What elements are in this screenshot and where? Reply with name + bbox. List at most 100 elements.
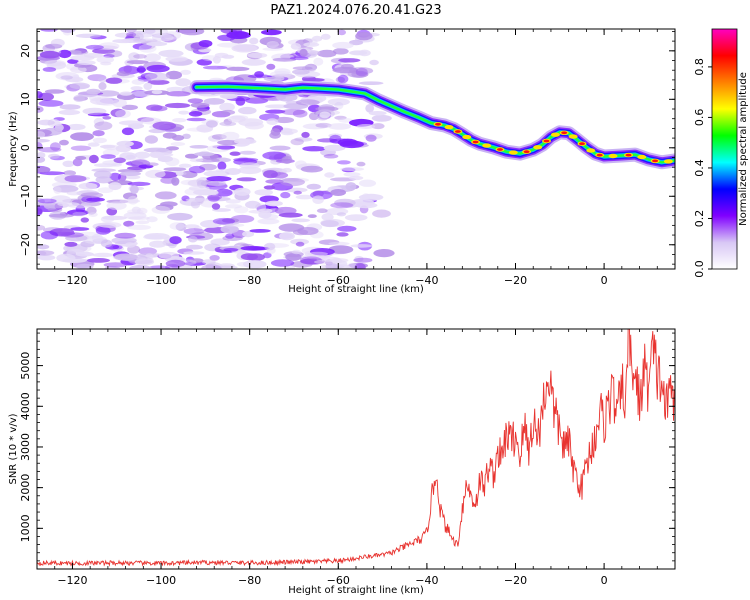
noise-blob [303, 42, 320, 47]
noise-blob [149, 240, 167, 248]
x-tick-label: −120 [57, 574, 87, 587]
x-tick-label: 0 [601, 574, 608, 587]
noise-blob [369, 59, 379, 66]
noise-blob [143, 53, 161, 62]
noise-blob [123, 65, 132, 74]
noise-blob [110, 108, 126, 118]
noise-blob [126, 60, 149, 65]
noise-blob [351, 70, 369, 78]
noise-blob [164, 102, 191, 109]
noise-blob [320, 220, 339, 228]
ridge-highlight [586, 148, 596, 153]
noise-blob [215, 168, 232, 173]
noise-blob [340, 167, 365, 172]
noise-blob [331, 257, 343, 264]
noise-blob [97, 77, 108, 83]
noise-blob [280, 191, 291, 199]
noise-blob [236, 177, 257, 182]
ridge-peak [195, 85, 675, 164]
noise-blob [134, 151, 151, 159]
colorbar-gradient [712, 29, 737, 269]
colorbar: 0.0 0.2 0.4 0.6 0.8 Normalized spectral ampl… [693, 28, 749, 278]
noise-blob [291, 218, 311, 223]
noise-blob [92, 252, 115, 258]
noise-blob [279, 232, 295, 241]
noise-blob [48, 153, 60, 159]
ridge-max [435, 122, 441, 126]
noise-blob [334, 198, 356, 207]
ridge-highlight [508, 150, 518, 155]
colorbar-label: Normalized spectral amplitude [738, 72, 749, 226]
noise-blob [66, 191, 82, 196]
noise-blob [226, 66, 250, 72]
noise-blob [95, 226, 111, 235]
noise-blob [91, 233, 103, 242]
noise-blob [70, 227, 90, 231]
ridge-highlight [608, 153, 618, 159]
noise-blob [212, 217, 235, 225]
noise-blob [368, 111, 387, 116]
noise-blob [225, 233, 235, 239]
noise-blob [179, 29, 205, 36]
noise-blob [87, 142, 100, 147]
noise-blob [100, 239, 113, 248]
noise-blob [319, 111, 331, 119]
noise-blob [270, 259, 295, 267]
noise-blob [69, 82, 91, 90]
noise-blob [211, 203, 221, 210]
spectrogram-x-axis-title: Height of straight line (km) [288, 284, 424, 295]
noise-blob [219, 93, 238, 100]
noise-blob [119, 91, 133, 96]
noise-blob [77, 60, 96, 66]
noise-blob [194, 152, 215, 157]
noise-blob [39, 50, 61, 59]
noise-blob [128, 52, 140, 61]
noise-blob [201, 264, 222, 269]
noise-blob [281, 108, 306, 116]
noise-blob [336, 232, 349, 237]
ridge-max [454, 130, 461, 133]
noise-blob [40, 230, 58, 240]
noise-blob [133, 38, 158, 44]
noise-blob [263, 76, 281, 82]
ridge-highlight [637, 154, 647, 160]
noise-blob [265, 109, 286, 114]
y-tick-label: 0 [19, 144, 32, 151]
noise-blob [127, 181, 151, 186]
noise-blob [165, 70, 182, 80]
noise-blob [254, 189, 273, 196]
noise-blob [124, 242, 136, 248]
y-tick-label: −20 [19, 233, 32, 256]
spectrogram-y-axis-title: Frequency (Hz) [8, 111, 19, 187]
noise-blob [349, 39, 364, 46]
noise-blob [37, 224, 46, 231]
noise-blob [105, 77, 123, 84]
noise-blob [123, 220, 135, 227]
noise-blob [166, 86, 186, 93]
noise-blob [190, 199, 201, 209]
noise-blob [365, 134, 377, 142]
noise-blob [263, 170, 278, 179]
noise-blob [151, 205, 171, 214]
noise-blob [358, 49, 371, 57]
ridge-highlight [444, 125, 454, 130]
noise-blob [358, 81, 384, 85]
noise-blob [334, 101, 344, 110]
noise-blob [307, 214, 317, 219]
ridge-max [523, 150, 530, 154]
noise-blob [188, 165, 206, 174]
noise-blob [240, 245, 266, 251]
noise-blob [58, 109, 81, 116]
noise-blob [235, 97, 246, 106]
noise-blob [165, 259, 186, 268]
noise-blob [106, 201, 127, 210]
ridge-highlight [550, 132, 560, 137]
noise-blob [98, 82, 107, 90]
noise-blob [345, 182, 357, 191]
noise-blob [44, 89, 65, 94]
noise-blob [144, 72, 170, 81]
noise-blob [262, 151, 287, 160]
noise-blob [134, 258, 155, 266]
noise-blob [337, 74, 349, 84]
noise-blob [248, 209, 269, 214]
